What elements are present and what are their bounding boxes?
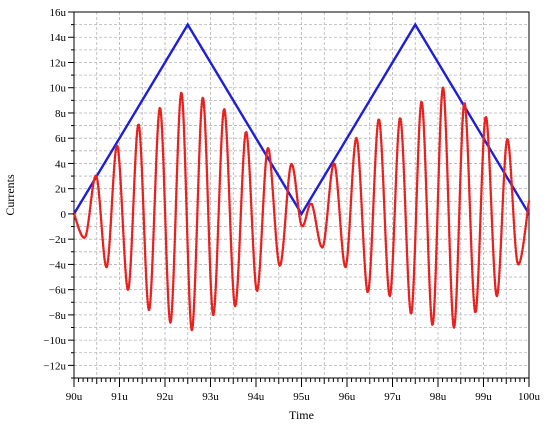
x-tick-label: 91u xyxy=(111,391,128,403)
x-tick-label: 92u xyxy=(157,391,174,403)
y-tick-label: 6u xyxy=(55,133,67,145)
y-tick-label: 8u xyxy=(55,108,67,120)
y-tick-label: 0 xyxy=(61,209,67,221)
x-tick-label: 96u xyxy=(339,391,356,403)
x-tick-label: 97u xyxy=(384,391,401,403)
x-tick-label: 100u xyxy=(518,391,541,403)
y-tick-label: −6u xyxy=(49,285,67,297)
series-layer xyxy=(72,22,531,332)
x-tick-label: 98u xyxy=(430,391,447,403)
y-tick-label: 10u xyxy=(50,83,67,95)
x-tick-label: 93u xyxy=(202,391,219,403)
x-tick-label: 99u xyxy=(475,391,492,403)
y-tick-label: −10u xyxy=(43,335,66,347)
x-tick-label: 95u xyxy=(293,391,310,403)
y-tick-label: −2u xyxy=(49,234,67,246)
x-tick-label: 94u xyxy=(248,391,265,403)
y-tick-label: −12u xyxy=(43,360,66,372)
x-tick-label: 90u xyxy=(66,391,83,403)
y-tick-label: 2u xyxy=(55,184,67,196)
y-tick-label: 16u xyxy=(50,7,67,19)
axes: 90u 91u 92u 93u 94u 95u 96u 97u 98u 99u 100u 16u 14u… xyxy=(43,7,540,403)
y-tick-label: 12u xyxy=(50,57,67,69)
x-axis-title: Time xyxy=(289,408,314,422)
y-tick-label: −4u xyxy=(49,259,67,271)
y-tick-label: 14u xyxy=(50,32,67,44)
y-axis-title: Currents xyxy=(3,174,17,216)
y-tick-label: 4u xyxy=(55,158,67,170)
grid xyxy=(74,12,529,378)
series-line-solid xyxy=(72,22,531,217)
series-line-dotted xyxy=(72,86,531,332)
y-tick-label: −8u xyxy=(49,310,67,322)
